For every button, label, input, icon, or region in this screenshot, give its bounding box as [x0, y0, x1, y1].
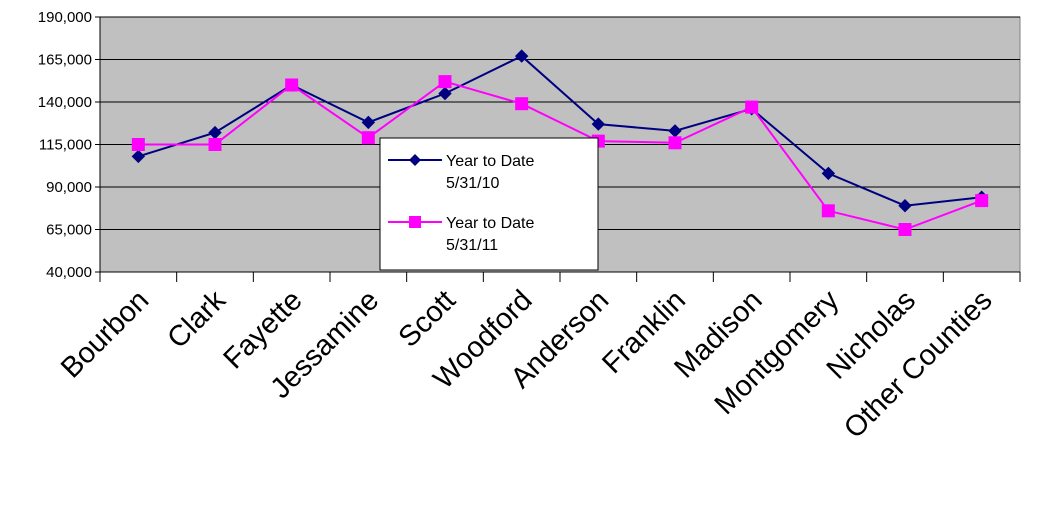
data-point — [515, 97, 529, 111]
data-point — [131, 149, 146, 164]
series-2 — [131, 75, 989, 236]
series-layer — [131, 49, 989, 236]
legend-label: 5/31/11 — [446, 237, 498, 254]
x-category-label: Scott — [393, 284, 462, 353]
data-point — [821, 166, 836, 181]
y-tick-label: 40,000 — [46, 264, 92, 281]
data-point — [668, 136, 682, 150]
data-point — [898, 223, 912, 236]
data-point — [821, 204, 835, 218]
y-tick-label: 190,000 — [38, 9, 92, 26]
legend: Year to Date 5/31/10 Year to Date 5/31/11 — [379, 137, 599, 271]
data-point — [131, 138, 145, 151]
data-point — [591, 117, 606, 131]
data-point — [514, 49, 529, 63]
y-tick-label: 65,000 — [46, 222, 92, 239]
x-category-label: Bourbon — [55, 284, 155, 384]
data-point — [361, 131, 375, 145]
legend-label: 5/31/10 — [446, 175, 499, 192]
legend-label: Year to Date — [446, 215, 534, 232]
y-tick-label: 115,000 — [39, 137, 92, 154]
series-line — [138, 80, 983, 231]
axes — [95, 16, 1021, 282]
legend-entry: Year to Date 5/31/11 — [388, 215, 534, 254]
y-axis-tick-labels: 40,000 65,000 90,000 115,000 140,000 165,000 1… — [38, 9, 92, 281]
y-tick-label: 90,000 — [46, 179, 92, 196]
legend-label: Year to Date — [446, 153, 534, 170]
data-point — [745, 100, 759, 114]
data-point — [438, 86, 452, 101]
data-point — [438, 75, 452, 89]
data-point — [208, 138, 222, 151]
series-line — [138, 54, 982, 207]
x-category-label: Clark — [161, 284, 232, 355]
data-point — [285, 78, 299, 92]
data-point — [898, 198, 912, 213]
legend-marker — [409, 154, 421, 166]
legend-entry: Year to Date 5/31/10 — [388, 153, 534, 192]
y-tick-label: 165,000 — [38, 52, 92, 69]
legend-marker — [409, 216, 421, 228]
data-point — [361, 115, 376, 130]
data-point — [975, 194, 989, 208]
y-tick-label: 140,000 — [38, 94, 92, 111]
